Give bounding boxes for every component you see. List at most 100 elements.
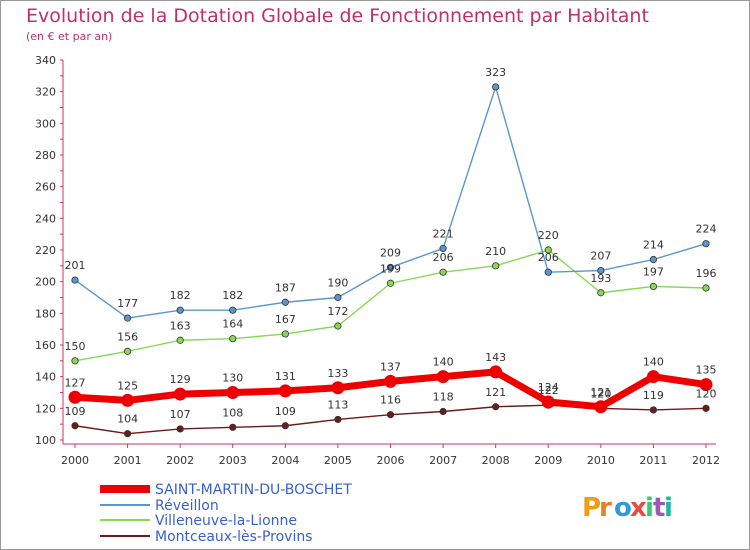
data-label: 118 [433,391,454,404]
data-label: 210 [485,245,506,258]
x-tick-label: 2009 [534,454,562,467]
data-label: 131 [275,370,296,383]
data-label: 107 [170,408,191,421]
data-point [229,335,237,343]
y-tick-label: 260 [35,181,56,194]
x-tick-label: 2008 [482,454,510,467]
data-label: 190 [327,277,348,290]
data-label: 214 [643,239,664,252]
data-point [541,395,555,409]
x-tick-label: 2003 [219,454,247,467]
x-tick-label: 2001 [114,454,142,467]
data-point [702,240,710,248]
data-label: 129 [170,373,191,386]
data-point [436,370,450,384]
data-point [334,322,342,330]
logo-letter: i [645,493,654,523]
x-tick-label: 2006 [377,454,405,467]
data-point [281,330,289,338]
data-label: 193 [590,272,611,285]
data-label: 137 [380,360,401,373]
data-point [489,365,503,379]
data-label: 196 [696,267,717,280]
data-label: 124 [538,381,559,394]
data-point [646,370,660,384]
data-point [123,314,132,322]
x-tick-label: 2010 [587,454,615,467]
legend-label: SAINT-MARTIN-DU-BOSCHET [155,482,352,498]
data-point [492,403,500,411]
data-point [71,357,79,365]
data-label: 140 [643,356,664,369]
data-point [226,386,240,399]
data-label: 150 [65,340,86,353]
data-point [439,407,447,416]
data-point [281,422,289,430]
logo-letter: x [630,493,647,523]
data-point [439,244,447,253]
data-label: 121 [590,386,611,399]
data-point [281,298,289,306]
data-label: 221 [433,227,454,240]
data-label: 206 [538,251,559,264]
data-label: 140 [433,356,454,369]
y-tick-label: 160 [35,339,56,352]
x-tick-label: 2000 [61,454,89,467]
y-tick-label: 220 [35,244,56,257]
data-point [334,415,342,424]
data-point [384,374,397,388]
logo-letter: r [599,493,612,523]
data-label: 109 [275,405,296,418]
data-label: 201 [65,259,86,272]
data-point [386,263,395,272]
data-label: 197 [643,265,664,278]
logo-letter: i [664,493,673,523]
data-label: 167 [275,313,296,326]
y-tick-label: 240 [35,212,56,225]
x-tick-label: 2012 [692,454,720,467]
data-point [649,282,658,291]
data-label: 164 [222,318,243,331]
data-label: 108 [222,406,243,419]
data-point [386,411,395,419]
data-point [123,347,132,355]
data-label: 125 [117,379,138,392]
y-tick-label: 180 [35,307,56,320]
data-point [229,306,237,314]
data-label: 121 [485,386,506,399]
data-point [594,400,608,414]
data-label: 177 [117,297,138,310]
x-tick-label: 2002 [166,454,194,467]
data-point [544,246,552,254]
data-point [702,284,710,292]
proxiti-logo: Pr oxi ti [582,493,673,523]
data-label: 113 [327,398,348,411]
data-point [649,406,658,414]
data-label: 206 [433,251,454,264]
data-label: 156 [117,330,138,343]
data-point [699,378,713,392]
y-tick-label: 280 [35,149,56,162]
y-tick-label: 320 [35,86,56,99]
data-point [68,390,82,404]
data-label: 130 [222,372,243,385]
y-tick-label: 340 [35,54,56,67]
data-label: 120 [590,387,611,400]
y-tick-label: 140 [35,371,56,384]
legend: SAINT-MARTIN-DU-BOSCHETRéveillonVilleneu… [100,482,352,545]
data-point [123,430,132,438]
data-label: 135 [696,364,717,377]
data-label: 133 [327,367,348,380]
data-point [173,387,187,401]
x-tick-label: 2011 [639,454,667,467]
chart-title: Evolution de la Dotation Globale de Fonc… [26,5,649,27]
data-point [121,393,135,407]
plot-area: 127 125 129 130 131 133 137 140 143 124 121 140 135 2… [65,66,717,438]
legend-label: Montceaux-lès-Provins [155,529,313,545]
data-point [597,289,605,297]
data-label: 143 [485,351,506,364]
y-tick-label: 100 [35,434,56,447]
data-point [702,404,710,412]
